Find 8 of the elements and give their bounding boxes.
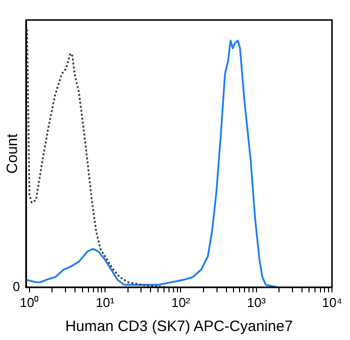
y-axis-title: Count [4, 132, 22, 174]
x-tick-label: 10² [171, 294, 191, 310]
x-tick-label: 10⁰ [20, 294, 40, 310]
x-tick-label: 10⁴ [322, 294, 342, 310]
x-tick-label: 10¹ [96, 294, 116, 310]
text: 0 [12, 278, 20, 294]
x-tick-label: 10³ [246, 294, 266, 310]
x-axis-title: Human CD3 (SK7) APC-Cyanine7 [65, 318, 293, 336]
